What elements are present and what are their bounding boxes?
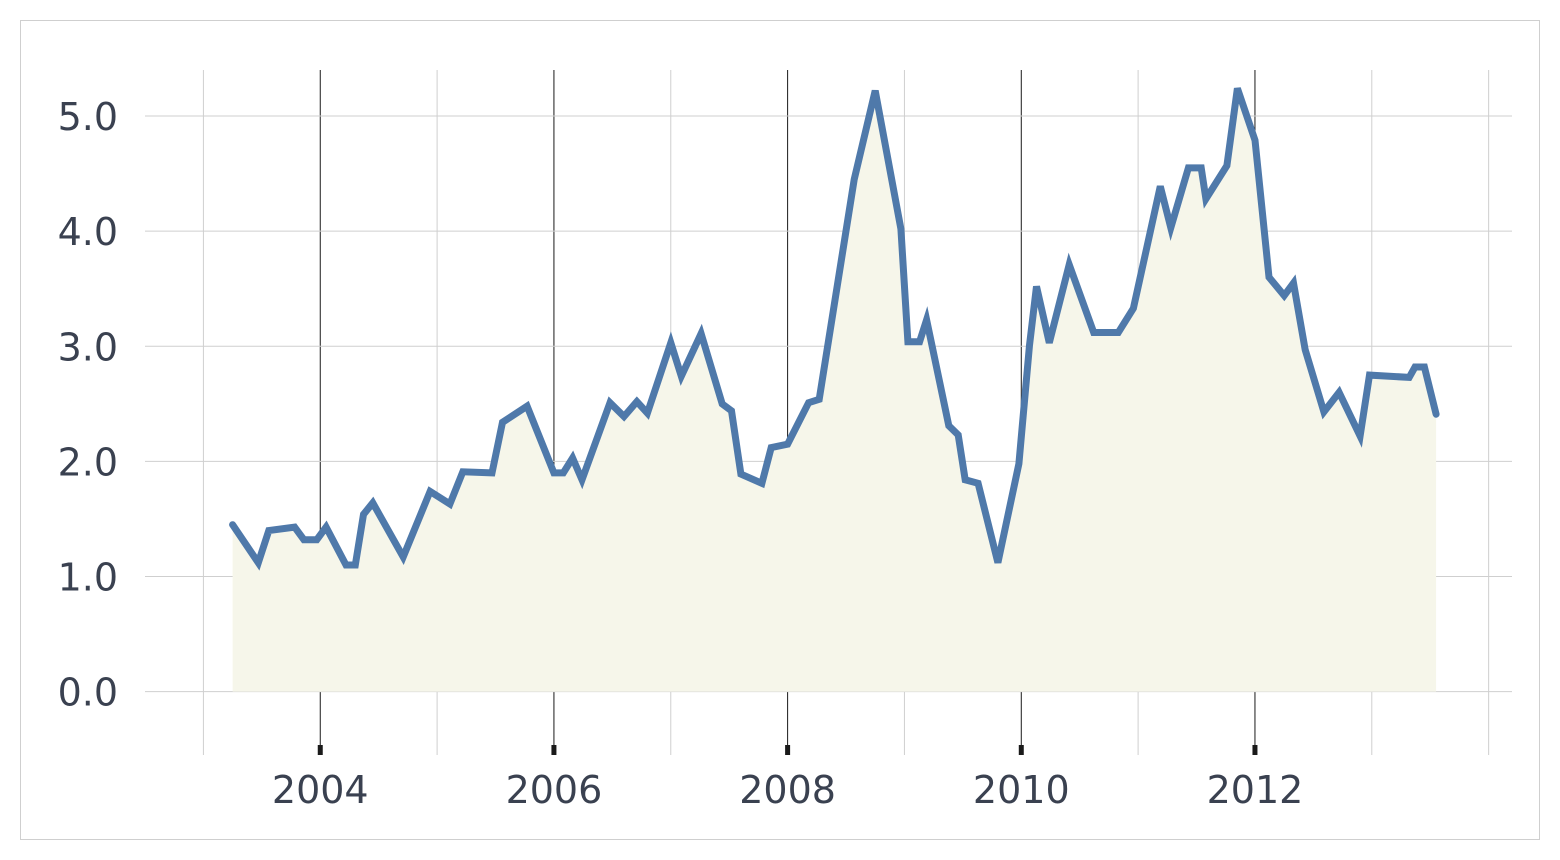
y-tick-label: 5.0 xyxy=(58,95,118,139)
x-tick-label: 2004 xyxy=(272,768,369,812)
series-line-layer xyxy=(229,87,1440,571)
y-tick-label: 2.0 xyxy=(58,440,118,484)
area-fill-layer xyxy=(232,88,1437,692)
series-line-0 xyxy=(229,87,1440,571)
series-area-0 xyxy=(232,88,1437,692)
y-tick-label: 4.0 xyxy=(58,210,118,254)
x-tick-label: 2012 xyxy=(1207,768,1304,812)
axis-ticks: 0.0 1.0 2.0 3.0 4.0 5.0 2004 2006 2008 2010 2012 xyxy=(58,95,1304,812)
x-tick-label: 2006 xyxy=(506,768,603,812)
y-tick-label: 3.0 xyxy=(58,325,118,369)
y-tick-label: 1.0 xyxy=(58,556,118,600)
y-tick-label: 0.0 xyxy=(58,671,118,715)
x-tick-label: 2008 xyxy=(739,768,836,812)
x-tick-label: 2010 xyxy=(973,768,1070,812)
